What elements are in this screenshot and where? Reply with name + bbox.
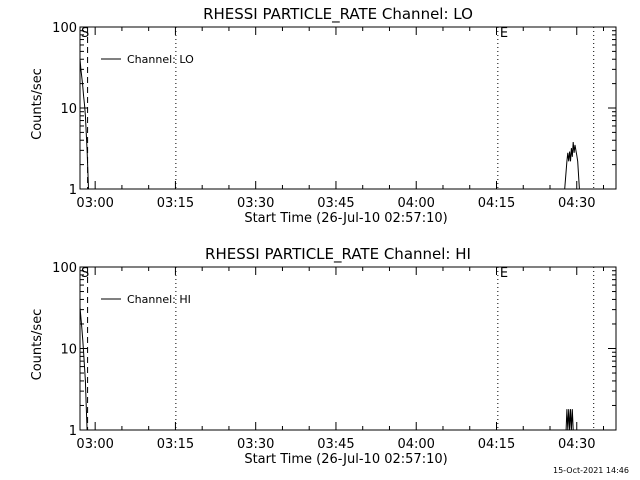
y-tick-label: 1 xyxy=(69,183,77,198)
x-tick-label: 03:15 xyxy=(157,437,194,452)
time-marker-label: E xyxy=(500,266,508,281)
time-marker-label: S xyxy=(81,26,89,41)
x-axis-label: Start Time (26-Jul-10 02:57:10) xyxy=(244,211,447,226)
x-tick-label: 03:00 xyxy=(76,437,113,452)
y-tick-label: 10 xyxy=(60,343,77,358)
x-tick-label: 03:15 xyxy=(157,196,194,211)
chart-panel-1: RHESSI PARTICLE_RATE Channel: LO 1 10 100 03… xyxy=(30,5,617,226)
y-tick-label: 100 xyxy=(52,21,77,36)
x-tick-label: 03:30 xyxy=(237,437,274,452)
y-axis-label: Counts/sec xyxy=(30,68,45,140)
time-marker-label: S xyxy=(81,266,89,281)
data-series-line xyxy=(565,409,574,431)
chart-title: RHESSI PARTICLE_RATE Channel: LO xyxy=(203,5,473,24)
x-tick-label: 04:15 xyxy=(478,437,515,452)
y-tick-label: 100 xyxy=(52,261,77,276)
y-tick-label: 10 xyxy=(60,102,77,117)
time-marker-label: E xyxy=(500,26,508,41)
data-series-line xyxy=(79,307,88,431)
data-series-line xyxy=(79,59,89,190)
x-tick-label: 03:45 xyxy=(317,196,354,211)
chart-panel-2: RHESSI PARTICLE_RATE Channel: HI 1 10 100 03… xyxy=(30,245,617,467)
y-axis-label: Counts/sec xyxy=(30,309,45,381)
x-axis-label: Start Time (26-Jul-10 02:57:10) xyxy=(244,452,447,467)
x-tick-label: 03:45 xyxy=(317,437,354,452)
plot-frame xyxy=(79,266,617,431)
x-tick-label: 04:30 xyxy=(558,196,595,211)
y-tick-label: 1 xyxy=(69,424,77,439)
x-tick-label: 03:30 xyxy=(237,196,274,211)
plot-frame xyxy=(79,26,617,190)
data-series-line xyxy=(564,141,580,190)
x-tick-label: 04:00 xyxy=(397,196,434,211)
footer-timestamp: 15-Oct-2021 14:46 xyxy=(553,466,629,475)
legend-label: Channel: HI xyxy=(127,293,191,306)
legend-label: Channel: LO xyxy=(127,53,194,66)
x-tick-label: 04:00 xyxy=(397,437,434,452)
x-tick-label: 04:15 xyxy=(478,196,515,211)
x-tick-label: 03:00 xyxy=(76,196,113,211)
x-tick-label: 04:30 xyxy=(558,437,595,452)
chart-title: RHESSI PARTICLE_RATE Channel: HI xyxy=(205,245,471,264)
